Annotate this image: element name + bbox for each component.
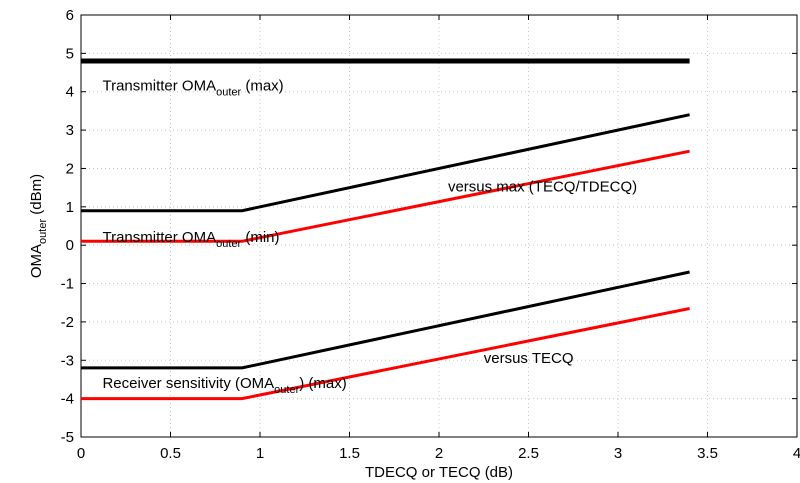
y-tick-label: 5 — [66, 45, 74, 62]
annotation-text: versus TECQ — [484, 350, 574, 367]
y-axis-title-sub: outer — [37, 219, 49, 244]
x-tick-label: 3 — [614, 445, 622, 462]
x-tick-label: 0 — [77, 445, 85, 462]
annotation-text: Receiver sensitivity (OMA — [102, 375, 274, 392]
x-tick-label: 2 — [435, 445, 443, 462]
annotations: Transmitter OMAouter (max)versus max (TE… — [102, 78, 637, 396]
y-tick-label: -2 — [61, 314, 74, 331]
annotation-suffix: ) (max) — [299, 375, 347, 392]
axis-ticks: 0 0.5 1 1.5 2 2.5 3 3.5 4 -5 -4 -3 -2 -1 0 1 2 3 4 5 6 — [61, 7, 800, 462]
y-tick-label: -5 — [61, 429, 74, 446]
y-tick-label: 3 — [66, 122, 74, 139]
y-axis-title-suffix: (dBm) — [28, 174, 45, 219]
y-axis-title-main: OMA — [28, 244, 45, 278]
annotation-2: versus max (TECQ/TDECQ) — [448, 178, 637, 195]
x-tick-label: 4 — [793, 445, 800, 462]
x-tick-label: 0.5 — [160, 445, 181, 462]
annotation-subscript: outer — [216, 87, 241, 99]
y-tick-label: -4 — [61, 391, 74, 408]
annotation-subscript: outer — [216, 238, 241, 250]
y-tick-label: 4 — [66, 84, 74, 101]
x-tick-label: 3.5 — [697, 445, 718, 462]
annotation-text: Transmitter OMA — [102, 78, 216, 95]
series-line-2 — [81, 113, 690, 213]
annotation-4: versus TECQ — [484, 350, 574, 367]
y-tick-label: -3 — [61, 352, 74, 369]
annotation-suffix: (min) — [241, 229, 279, 246]
y-tick-label: 0 — [66, 237, 74, 254]
y-tick-label: 2 — [66, 160, 74, 177]
annotation-3: Transmitter OMAouter (min) — [102, 229, 279, 250]
annotation-text: Transmitter OMA — [102, 229, 216, 246]
annotation-text: versus max (TECQ/TDECQ) — [448, 178, 637, 195]
y-tick-label: 1 — [66, 199, 74, 216]
annotation-1: Transmitter OMAouter (max) — [102, 78, 283, 99]
x-axis-title: TDECQ or TECQ (dB) — [365, 464, 513, 481]
series-line-4 — [81, 270, 690, 370]
annotation-suffix: (max) — [241, 78, 284, 95]
x-tick-label: 1 — [256, 445, 264, 462]
y-tick-label: -1 — [61, 276, 74, 293]
x-tick-label: 2.5 — [518, 445, 539, 462]
y-axis-title: OMAouter (dBm) — [28, 174, 49, 278]
series-lines — [81, 58, 690, 401]
y-tick-label: 6 — [66, 7, 74, 24]
annotation-5: Receiver sensitivity (OMAouter) (max) — [102, 375, 346, 396]
series-line-3 — [81, 149, 690, 243]
series-line-5 — [81, 307, 690, 401]
annotation-subscript: outer — [274, 384, 299, 396]
x-tick-label: 1.5 — [339, 445, 360, 462]
